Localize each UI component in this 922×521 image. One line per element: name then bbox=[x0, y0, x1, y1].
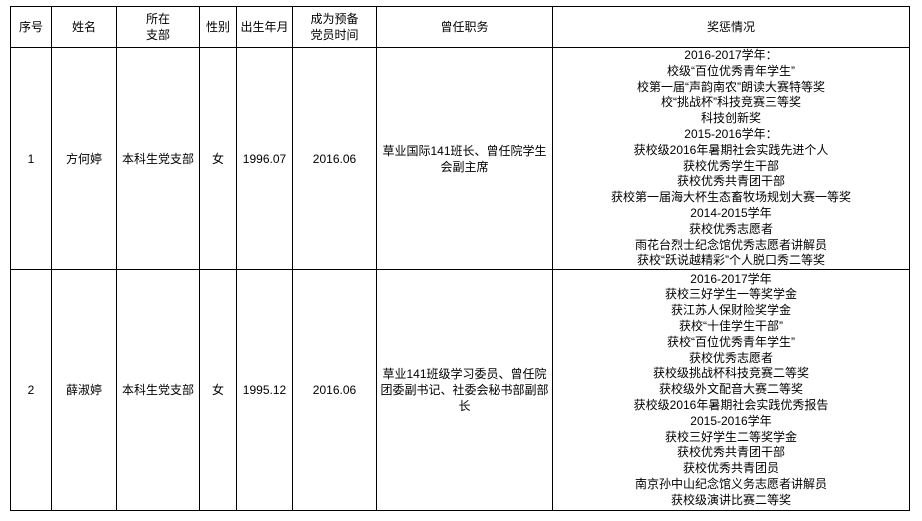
award-line: 获校“百位优秀青年学生” bbox=[667, 334, 795, 349]
award-line: 获校“十佳学生干部” bbox=[679, 319, 783, 334]
award-line: 2015-2016学年： bbox=[684, 126, 778, 141]
award-line: 获校优秀共青团干部 bbox=[676, 174, 785, 189]
cell-member-date: 2016.06 bbox=[292, 269, 377, 512]
cell-birth: 1996.07 bbox=[236, 46, 293, 271]
column-header-positions: 曾任职务 bbox=[376, 6, 553, 48]
award-line: 校第一届“声韵南农”朗读大赛特等奖 bbox=[637, 79, 825, 94]
award-line: 科技创新奖 bbox=[700, 111, 761, 126]
column-header-birth: 出生年月 bbox=[236, 6, 293, 48]
cell-name: 方何婷 bbox=[51, 46, 117, 271]
roster-table: 序号 姓名 所在 支部 性别 出生年月 成为预备 党员时间 曾任职务 奖惩情况 … bbox=[10, 6, 910, 512]
award-line: 获校优秀学生干部 bbox=[682, 158, 779, 173]
cell-positions: 草业141班级学习委员、曾任院团委副书记、社委会秘书部副部长 bbox=[376, 269, 553, 512]
column-header-name: 姓名 bbox=[51, 6, 117, 48]
award-line: 校“挑战杯”科技竞赛三等奖 bbox=[661, 95, 801, 110]
award-line: 获校级2016年暑期社会实践先进个人 bbox=[633, 142, 829, 157]
award-line: 南京孙中山纪念馆义务志愿者讲解员 bbox=[634, 477, 827, 492]
award-line: 获校优秀志愿者 bbox=[688, 221, 773, 236]
award-line: 2014-2015学年 bbox=[690, 205, 772, 220]
table-row: 1 方何婷 本科生党支部 女 1996.07 2016.06 草业国际141班长… bbox=[10, 46, 910, 271]
award-line: 获校三好学生二等奖学金 bbox=[664, 429, 797, 444]
award-line: 获校“跃说越精彩”个人脱口秀二等奖 bbox=[637, 253, 825, 268]
cell-positions: 草业国际141班长、曾任院学生会副主席 bbox=[376, 46, 553, 271]
column-header-member-date: 成为预备 党员时间 bbox=[292, 6, 377, 48]
column-header-awards: 奖惩情况 bbox=[552, 6, 910, 48]
award-line: 获校优秀共青团干部 bbox=[676, 445, 785, 460]
cell-birth: 1995.12 bbox=[236, 269, 293, 512]
award-line: 获校三好学生一等奖学金 bbox=[664, 287, 797, 302]
award-line: 获校优秀共青团员 bbox=[682, 461, 779, 476]
cell-awards: 2016-2017学年 获校三好学生一等奖学金 获江苏人保财险奖学金 获校“十佳学生干… bbox=[552, 269, 910, 512]
header-row: 序号 姓名 所在 支部 性别 出生年月 成为预备 党员时间 曾任职务 奖惩情况 bbox=[10, 6, 910, 48]
cell-member-date: 2016.06 bbox=[292, 46, 377, 271]
award-line: 校级“百位优秀青年学生” bbox=[667, 63, 795, 78]
cell-branch: 本科生党支部 bbox=[116, 46, 200, 271]
cell-gender: 女 bbox=[199, 46, 237, 271]
award-line: 获校级2016年暑期社会实践优秀报告 bbox=[633, 398, 829, 413]
award-line: 获校级外文配音大赛二等奖 bbox=[658, 382, 803, 397]
award-line: 2015-2016学年 bbox=[690, 413, 772, 428]
award-line: 2016-2017学年 bbox=[690, 271, 772, 286]
cell-name: 薛淑婷 bbox=[51, 269, 117, 512]
award-line: 雨花台烈士纪念馆优秀志愿者讲解员 bbox=[634, 237, 827, 252]
award-line: 获校级演讲比赛二等奖 bbox=[670, 492, 791, 507]
column-header-no: 序号 bbox=[10, 6, 52, 48]
award-line: 获江苏人保财险奖学金 bbox=[670, 303, 791, 318]
award-line: 获校优秀志愿者 bbox=[688, 350, 773, 365]
award-line: 获校级挑战杯科技竞赛二等奖 bbox=[652, 366, 809, 381]
cell-branch: 本科生党支部 bbox=[116, 269, 200, 512]
table-row: 2 薛淑婷 本科生党支部 女 1995.12 2016.06 草业141班级学习… bbox=[10, 269, 910, 512]
column-header-branch: 所在 支部 bbox=[116, 6, 200, 48]
cell-no: 2 bbox=[10, 269, 52, 512]
award-line: 2016-2017学年： bbox=[684, 48, 778, 62]
award-line: 获校第一届海大杯生态畜牧场规划大赛一等奖 bbox=[610, 190, 851, 205]
cell-no: 1 bbox=[10, 46, 52, 271]
cell-gender: 女 bbox=[199, 269, 237, 512]
cell-awards: 2016-2017学年： 校级“百位优秀青年学生” 校第一届“声韵南农”朗读大赛特等… bbox=[552, 46, 910, 271]
column-header-gender: 性别 bbox=[199, 6, 237, 48]
